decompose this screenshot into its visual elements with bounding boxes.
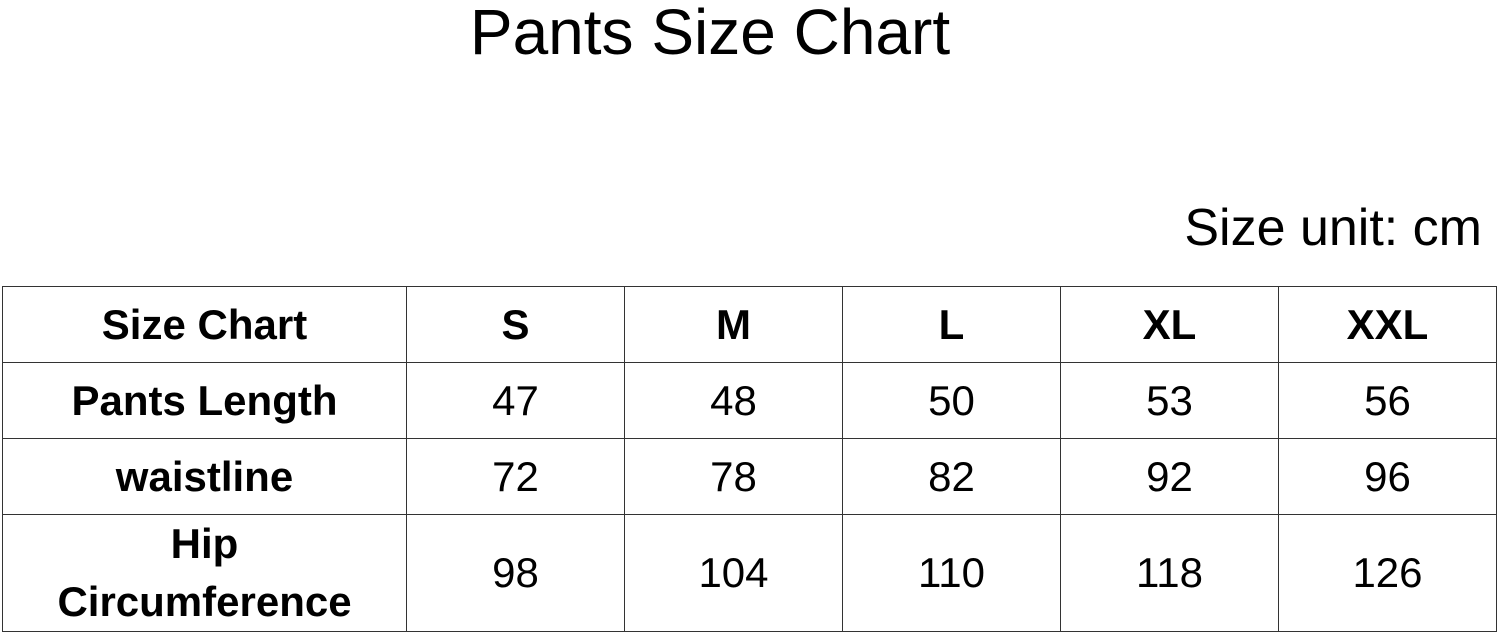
table-row: Pants Length 47 48 50 53 56 — [2, 362, 1497, 439]
header-cell: XXL — [1278, 286, 1497, 363]
table-cell: 53 — [1060, 362, 1279, 439]
table-cell: 110 — [842, 514, 1061, 632]
header-cell: Size Chart — [2, 286, 407, 363]
table-cell: 50 — [842, 362, 1061, 439]
table-cell: 56 — [1278, 362, 1497, 439]
table-header-row: Size Chart S M L XL XXL — [2, 286, 1497, 363]
size-chart-table: Size Chart S M L XL XXL Pants Length 47 … — [2, 286, 1497, 632]
row-label: waistline — [2, 438, 407, 515]
header-cell: M — [624, 286, 843, 363]
table-cell: 72 — [406, 438, 625, 515]
row-label-line: Hip — [170, 520, 239, 567]
row-label: Hip Circumference — [2, 514, 407, 632]
table-cell: 48 — [624, 362, 843, 439]
table-cell: 92 — [1060, 438, 1279, 515]
row-label-line: Circumference — [57, 578, 352, 625]
header-cell: S — [406, 286, 625, 363]
page-title: Pants Size Chart — [469, 0, 951, 68]
table-cell: 47 — [406, 362, 625, 439]
table-cell: 104 — [624, 514, 843, 632]
size-unit-note: Size unit: cm — [1184, 199, 1482, 257]
table-cell: 82 — [842, 438, 1061, 515]
table-row: Hip Circumference 98 104 110 118 126 — [2, 514, 1497, 632]
table-cell: 96 — [1278, 438, 1497, 515]
table-cell: 78 — [624, 438, 843, 515]
header-cell: XL — [1060, 286, 1279, 363]
row-label: Pants Length — [2, 362, 407, 439]
table-cell: 98 — [406, 514, 625, 632]
table-cell: 126 — [1278, 514, 1497, 632]
table-cell: 118 — [1060, 514, 1279, 632]
header-cell: L — [842, 286, 1061, 363]
table-row: waistline 72 78 82 92 96 — [2, 438, 1497, 515]
